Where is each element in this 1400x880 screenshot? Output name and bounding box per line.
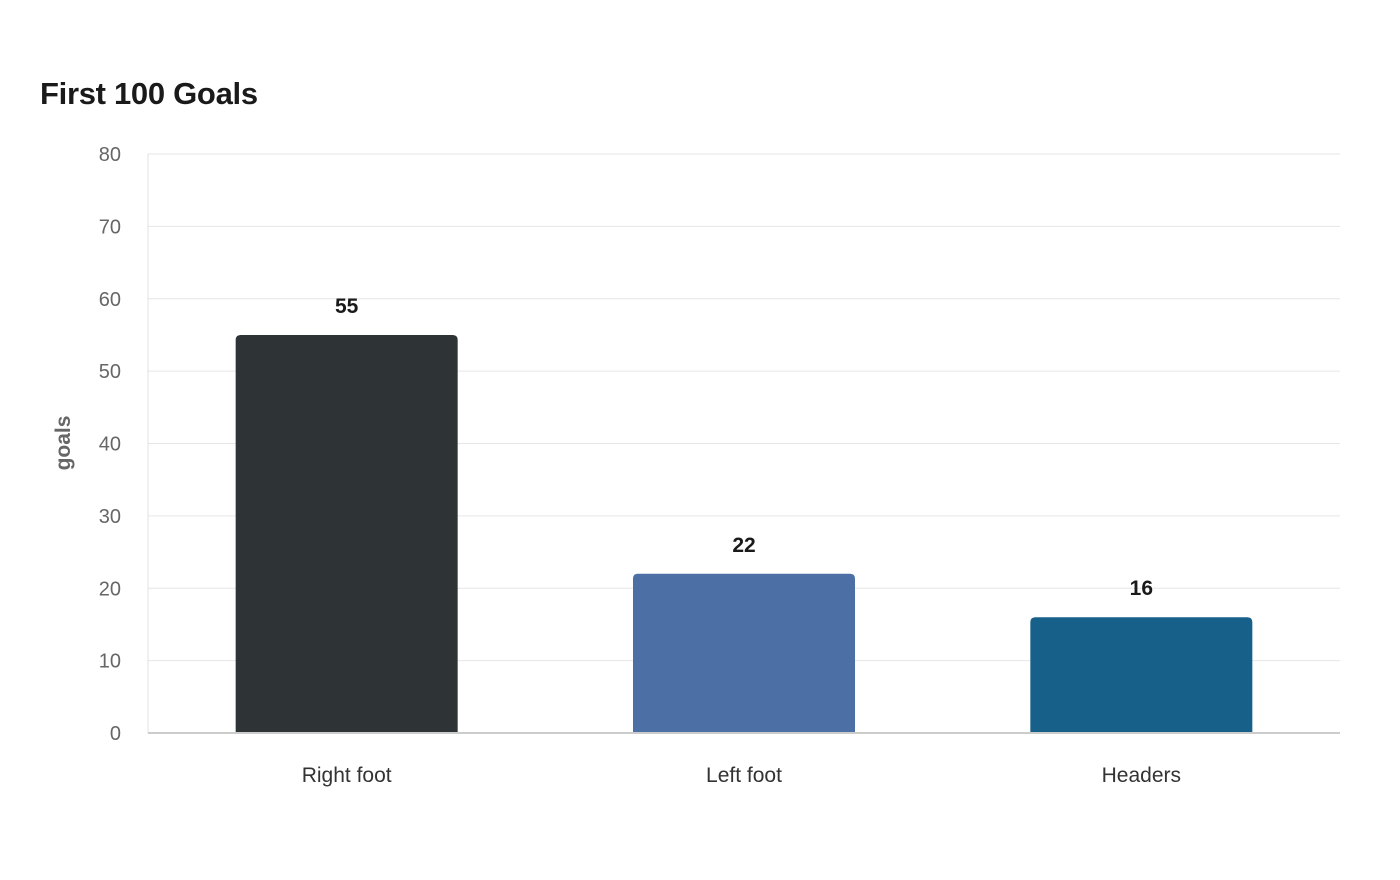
x-category-label: Headers xyxy=(1102,764,1181,787)
data-label: 55 xyxy=(335,295,359,318)
chart-title: First 100 Goals xyxy=(40,76,258,111)
y-tick-label: 70 xyxy=(99,216,121,238)
x-axis-categories: Right foot Left foot Headers xyxy=(302,764,1181,787)
data-label: 22 xyxy=(732,534,755,557)
bar-headers xyxy=(1030,617,1253,733)
x-category-label: Right foot xyxy=(302,764,392,787)
bar-left-foot xyxy=(633,573,855,733)
y-tick-label: 0 xyxy=(110,723,121,745)
y-tick-label: 10 xyxy=(99,651,121,673)
y-tick-label: 20 xyxy=(99,578,121,600)
data-label: 16 xyxy=(1130,577,1153,600)
data-labels: 55 22 16 xyxy=(335,295,1153,600)
y-tick-label: 80 xyxy=(99,144,121,166)
y-tick-label: 60 xyxy=(99,289,121,311)
y-axis-title: goals xyxy=(52,416,75,471)
x-category-label: Left foot xyxy=(706,764,782,787)
bars xyxy=(235,334,1253,733)
y-tick-label: 50 xyxy=(99,361,121,383)
y-tick-label: 30 xyxy=(99,506,121,528)
y-tick-label: 40 xyxy=(99,434,121,456)
y-axis-ticks: 0 10 20 30 40 50 60 70 80 xyxy=(99,144,121,745)
bar-right-foot xyxy=(235,334,458,733)
